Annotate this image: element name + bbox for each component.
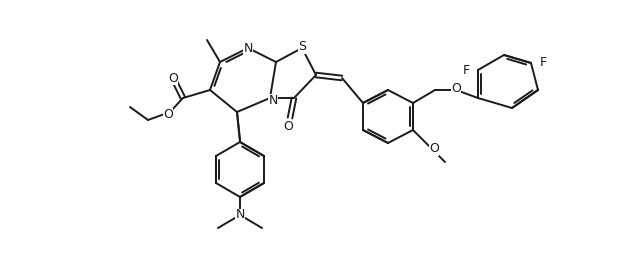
Text: F: F (463, 64, 469, 76)
Text: O: O (283, 119, 293, 133)
Text: O: O (451, 82, 461, 96)
Text: F: F (539, 56, 547, 70)
Text: S: S (298, 41, 306, 53)
Text: O: O (429, 142, 439, 156)
Text: O: O (168, 72, 178, 84)
Text: N: N (236, 209, 245, 221)
Text: N: N (268, 93, 278, 107)
Text: O: O (163, 107, 173, 121)
Text: N: N (243, 41, 253, 55)
